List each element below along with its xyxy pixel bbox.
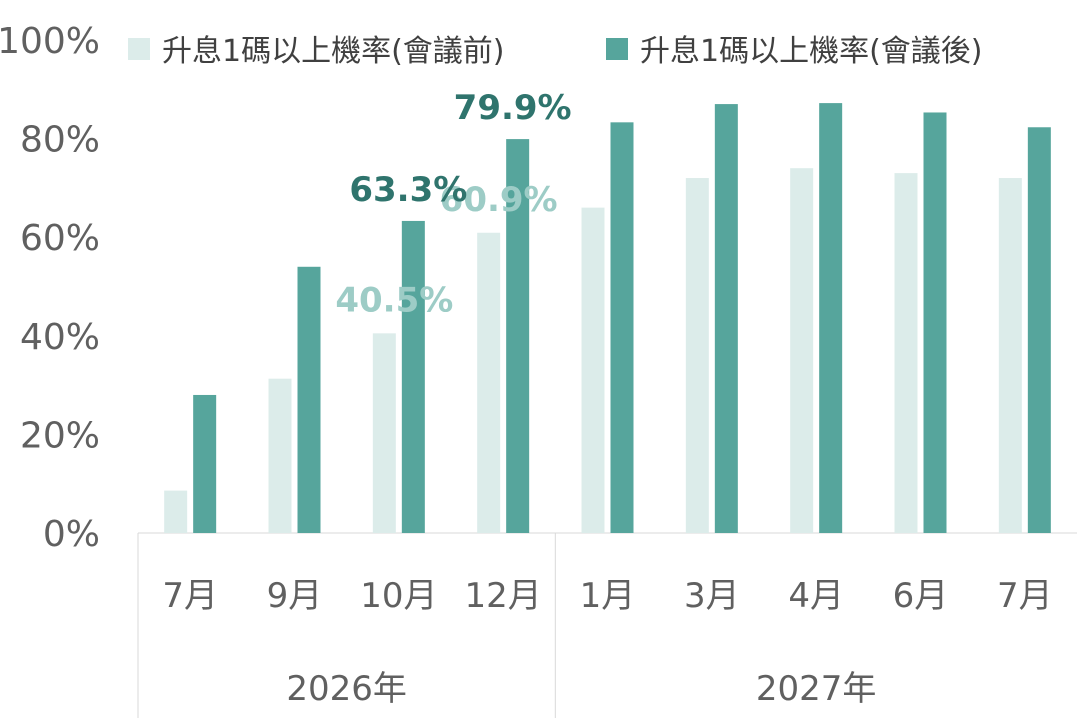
bar-before-meeting [164,490,188,533]
legend-label: 升息1碼以上機率(會議前) [162,34,505,69]
bar-after-meeting [193,394,217,533]
x-tick-label: 9月 [267,576,323,616]
data-label: 60.9% [440,180,558,220]
bar-after-meeting [1027,127,1051,534]
bar-before-meeting [581,207,605,533]
x-tick-label: 7月 [997,576,1053,616]
x-tick-label: 1月 [580,576,636,616]
x-tick-label: 4月 [788,576,844,616]
axis-layer: 0% 20% 40% 60% 80% 100% 7月 9月 10月 12月 1月 3月 4月 6月 7月 20… [0,21,1077,718]
x-tick-label: 7月 [162,576,218,616]
legend: 升息1碼以上機率(會議前) 升息1碼以上機率(會議後) [128,34,983,69]
bar-after-meeting [610,122,634,534]
legend-swatch-before [128,38,150,60]
labels-layer: 40.5% 60.9%63.3% 79.9% [335,88,571,320]
bar-after-meeting [819,103,843,533]
y-tick-label: 40% [20,317,100,358]
y-tick-label: 60% [20,218,100,259]
bars-layer [164,103,1051,534]
bar-after-meeting [506,139,530,533]
y-tick-label: 0% [43,514,100,555]
legend-swatch-after [606,38,628,60]
bar-before-meeting [372,333,396,533]
x-tick-label: 6月 [893,576,949,616]
bar-after-meeting [401,220,425,533]
bar-after-meeting [923,112,947,533]
bar-after-meeting [714,104,738,533]
bar-before-meeting [790,168,814,533]
x-group-label: 2026年 [286,669,407,709]
x-group-label: 2027年 [756,669,877,709]
data-label: 40.5% [335,280,453,320]
legend-label: 升息1碼以上機率(會議後) [640,34,983,69]
data-label: 79.9% [454,88,572,128]
x-tick-label: 10月 [360,576,437,616]
bar-after-meeting [297,266,321,533]
y-tick-label: 20% [20,415,100,456]
bar-before-meeting [894,173,918,534]
bar-before-meeting [268,378,292,533]
bar-before-meeting [477,232,501,533]
y-tick-label: 100% [0,21,100,62]
bar-before-meeting [998,178,1022,534]
y-tick-label: 80% [20,120,100,161]
x-tick-label: 3月 [684,576,740,616]
bar-before-meeting [685,178,709,534]
data-label: 63.3% [349,170,467,210]
x-tick-label: 12月 [465,576,542,616]
